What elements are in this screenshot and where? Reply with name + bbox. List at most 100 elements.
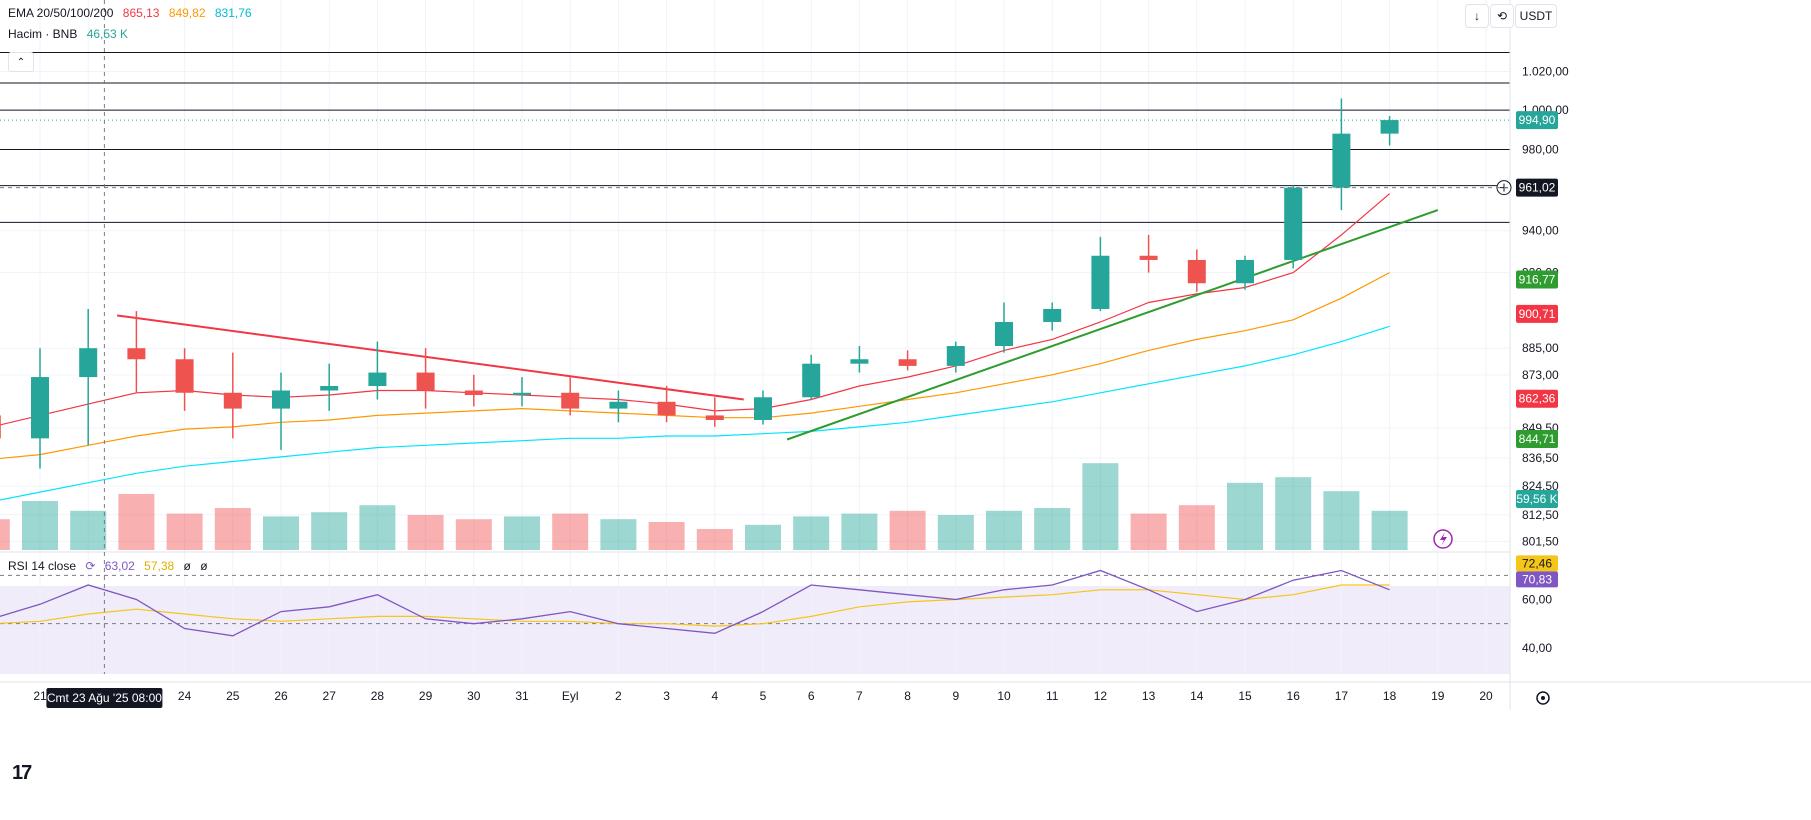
trend-lines — [116, 209, 1439, 441]
time-tick-label: 26 — [274, 689, 288, 703]
time-tick-label: 28 — [371, 689, 385, 703]
ema20-line — [0, 193, 1390, 426]
candle-body — [416, 372, 435, 391]
time-tick-label: 6 — [808, 689, 815, 703]
candle-body — [513, 392, 531, 396]
time-tick-label: 15 — [1238, 689, 1252, 703]
volume-bar — [166, 513, 203, 550]
volume-bar — [0, 519, 10, 550]
time-tick-label: 7 — [856, 689, 863, 703]
sync-button[interactable]: ⟲ — [1490, 4, 1514, 28]
price-tick-label: 801,50 — [1522, 534, 1559, 548]
gear-icon-center — [1541, 696, 1545, 700]
price-label-text: 900,71 — [1519, 307, 1556, 321]
price-tick-label: 1.020,00 — [1522, 65, 1569, 79]
candle-body — [127, 348, 146, 360]
volume-bar — [1034, 508, 1071, 550]
volume-bar — [1323, 491, 1360, 550]
crosshair: Cmt 23 Ağu '25 08:00 — [0, 0, 1510, 708]
ema20-value: 865,13 — [122, 6, 160, 20]
price-label-text: 994,90 — [1519, 113, 1556, 127]
time-tick-label: 3 — [663, 689, 670, 703]
time-tick-label: 29 — [419, 689, 433, 703]
price-label-text: 844,71 — [1519, 432, 1556, 446]
ema-label: EMA 20/50/100/200 — [8, 6, 114, 20]
time-tick-label: 4 — [711, 689, 718, 703]
logo-text: 17 — [12, 762, 32, 784]
price-tick-label: 836,50 — [1522, 451, 1559, 465]
price-label-box — [1516, 111, 1558, 130]
tradingview-logo: 17 — [12, 762, 32, 785]
price-label-text: 862,36 — [1519, 392, 1556, 406]
candle-body — [754, 397, 772, 420]
volume-bar — [600, 519, 637, 550]
rsi-label-box — [1516, 571, 1558, 588]
time-tick-label: 12 — [1094, 689, 1108, 703]
candle-body — [223, 392, 242, 409]
rsi-band — [0, 586, 1510, 674]
rsi-label: RSI 14 close — [8, 559, 77, 573]
time-tick-label: 14 — [1190, 689, 1204, 703]
volume-bar — [745, 524, 781, 550]
candle-body — [898, 359, 917, 366]
sync-icon: ⟲ — [1496, 9, 1508, 23]
axes: 21222425262728293031Eyl23456789101112131… — [0, 0, 1811, 710]
rsi-ma-value: 57,38 — [144, 559, 175, 573]
rsi-extra-1: ø — [183, 559, 191, 573]
price-tick-label: 940,00 — [1522, 224, 1559, 238]
arrow-down-icon: ↓ — [1474, 9, 1480, 23]
time-tick-label: 8 — [904, 689, 911, 703]
ema50-value: 849,82 — [168, 6, 206, 20]
candle-body — [1091, 255, 1110, 309]
price-labels: 994,90 961,02 916,77 900,71 862,36 844,71 59,5… — [1433, 111, 1558, 549]
time-tick-label: Eyl — [562, 689, 579, 703]
collapse-button[interactable]: ⌃ — [8, 52, 34, 72]
volume-bar — [841, 513, 878, 550]
ema-legend[interactable]: EMA 20/50/100/200 865,13 849,82 831,76 — [8, 6, 258, 20]
candle-body — [657, 401, 676, 416]
time-tick-label: 16 — [1287, 689, 1301, 703]
candle-body — [946, 346, 965, 366]
currency-label: USDT — [1519, 9, 1553, 23]
rsi-legend[interactable]: RSI 14 close ⟳ 63,02 57,38 ø ø — [8, 559, 214, 573]
downtrend-line — [116, 314, 744, 401]
volume-bar — [311, 512, 348, 550]
time-tick-label: 19 — [1431, 689, 1445, 703]
volume-value: 46,53 K — [86, 27, 129, 41]
time-tick-label: 11 — [1046, 689, 1059, 703]
volume-legend[interactable]: Hacim · BNB 46,53 K — [8, 27, 134, 41]
volume-bar — [1082, 463, 1119, 550]
download-button[interactable]: ↓ — [1465, 4, 1489, 28]
volume-bar — [263, 516, 299, 550]
time-tick-label: 10 — [997, 689, 1011, 703]
ema50-line — [0, 272, 1390, 460]
volume-bar — [22, 501, 58, 550]
time-tick-label: 27 — [323, 689, 337, 703]
time-tick-label: 24 — [178, 689, 192, 703]
volume-bar — [1275, 477, 1312, 550]
uptrend-line — [786, 209, 1439, 441]
price-tick-label: 873,00 — [1522, 368, 1559, 382]
time-tick-label: 20 — [1479, 689, 1493, 703]
currency-selector[interactable]: USDT — [1515, 4, 1557, 28]
volume-bar — [552, 513, 589, 550]
time-tick-label: 25 — [226, 689, 240, 703]
candle-body — [79, 348, 98, 378]
horizontal-levels — [0, 52, 1510, 223]
volume-bar — [1178, 505, 1215, 550]
rsi-label-box — [1516, 555, 1558, 572]
volume-bar — [696, 529, 733, 550]
rsi-label-text: 72,46 — [1522, 556, 1552, 570]
volume-bars — [0, 463, 1408, 550]
volume-bar — [407, 515, 444, 550]
candle-body — [609, 401, 628, 409]
candle-body — [368, 372, 387, 387]
crosshair-time-label: Cmt 23 Ağu '25 08:00 — [47, 691, 162, 705]
price-label-text: 961,02 — [1519, 181, 1556, 195]
candle-body — [995, 321, 1013, 347]
crosshair-time-box — [46, 688, 163, 708]
candle-body — [802, 363, 821, 398]
price-tick-label: 885,00 — [1522, 341, 1559, 355]
time-tick-label: 21 — [33, 689, 47, 703]
